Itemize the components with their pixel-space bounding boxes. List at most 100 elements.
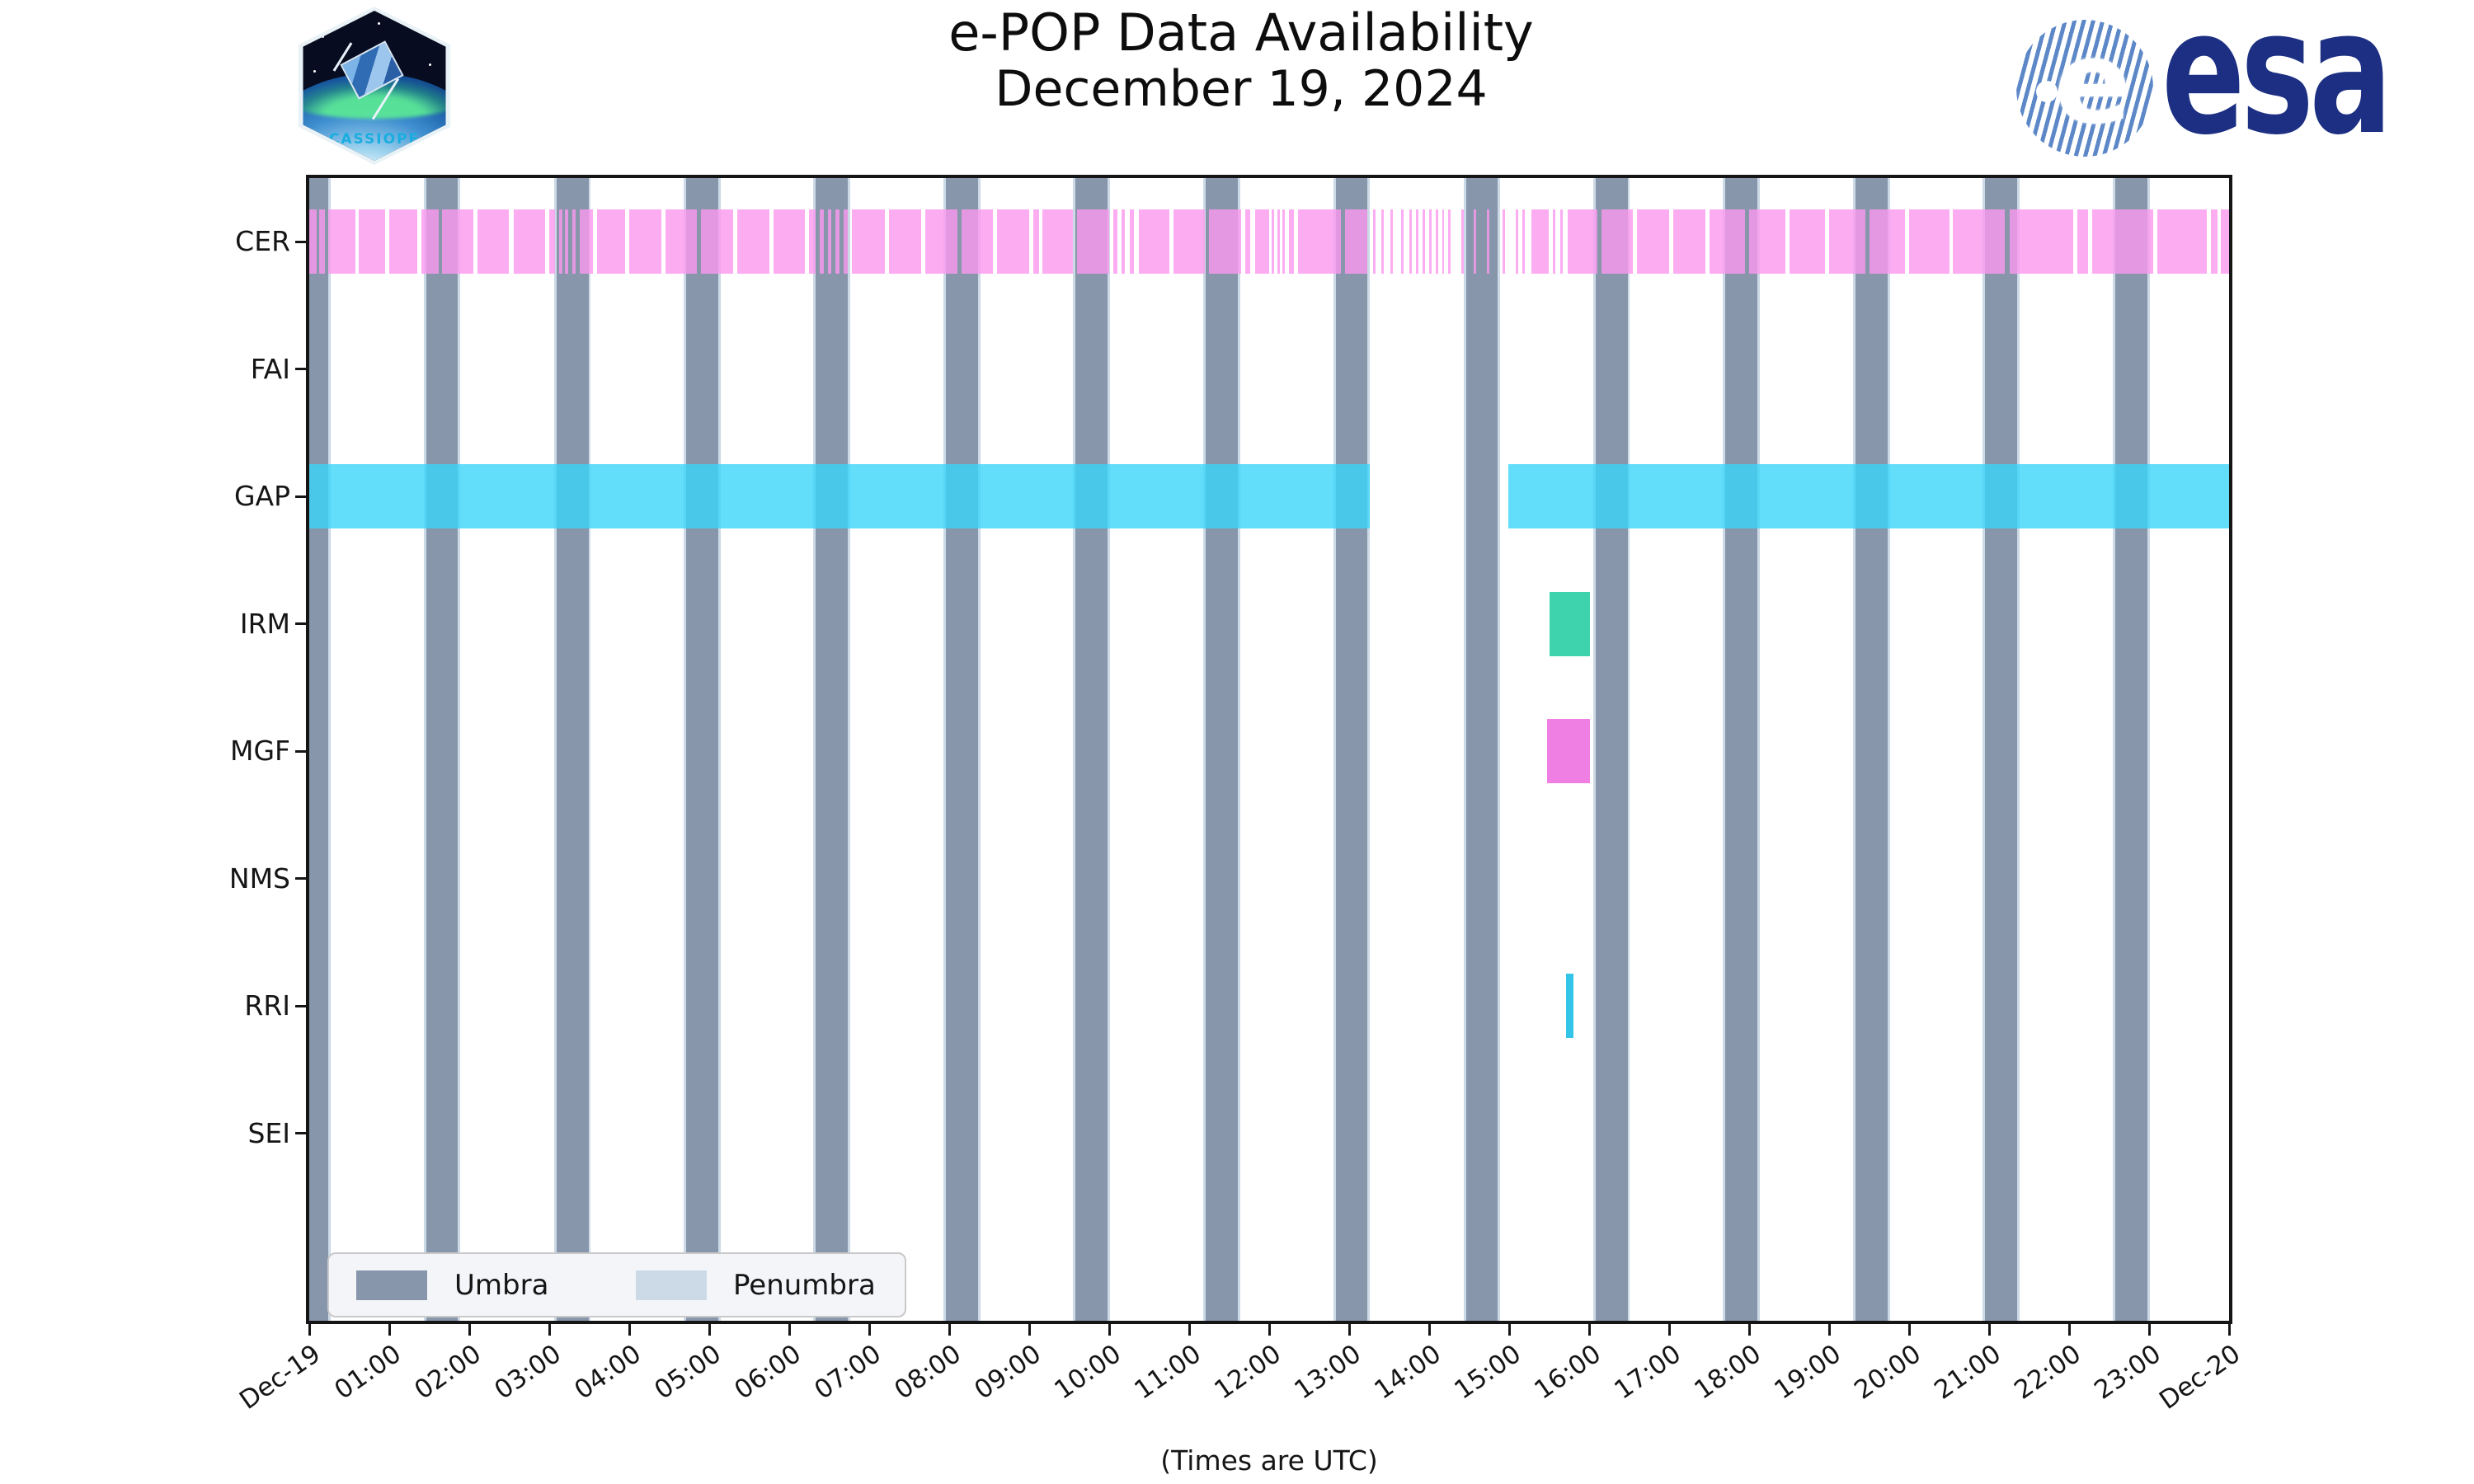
availability-bar-CER	[1637, 209, 1669, 274]
x-tick-label: 09:00	[968, 1339, 1047, 1406]
star-icon	[313, 70, 316, 73]
availability-bar-CER	[1448, 209, 1451, 274]
x-tick	[1108, 1324, 1111, 1336]
x-tick-label: 15:00	[1448, 1339, 1526, 1406]
x-tick-label: 22:00	[2008, 1339, 2086, 1406]
availability-bar-CER	[809, 209, 816, 274]
availability-bar-CER	[2010, 209, 2073, 274]
availability-bar-CER	[1531, 209, 1550, 274]
x-tick	[2067, 1324, 2071, 1336]
x-tick	[628, 1324, 631, 1336]
availability-bar-CER	[1953, 209, 2006, 274]
availability-bar-CER	[565, 209, 569, 274]
availability-bar-CER	[2157, 209, 2207, 274]
x-tick-label: 06:00	[728, 1339, 807, 1406]
x-tick-label: 10:00	[1048, 1339, 1126, 1406]
y-tick-label-GAP: GAP	[233, 480, 290, 512]
y-tick	[295, 622, 307, 625]
availability-bar-CER	[328, 209, 356, 274]
y-tick	[295, 495, 307, 498]
x-tick	[388, 1324, 391, 1336]
umbra-stripe	[946, 178, 978, 1321]
chart-title-line2: December 19, 2024	[995, 60, 1488, 119]
availability-bar-CER	[572, 209, 576, 274]
esa-wordmark: esa	[2161, 0, 2392, 173]
umbra-stripe	[309, 178, 329, 1321]
y-tick-label-IRM: IRM	[239, 607, 290, 640]
x-tick	[708, 1324, 711, 1336]
x-tick-label: 05:00	[648, 1339, 727, 1406]
availability-bar-CER	[1130, 209, 1135, 274]
availability-bar-CER	[851, 209, 886, 274]
availability-bar-CER	[1429, 209, 1432, 274]
x-tick	[868, 1324, 871, 1336]
availability-bar-CER	[1297, 209, 1342, 274]
x-tick-label: 07:00	[808, 1339, 887, 1406]
esa-emblem-letter: e	[2054, 20, 2132, 149]
chart-title: e-POP Data Availability December 19, 202…	[0, 2, 2474, 119]
legend-umbra-label: Umbra	[454, 1269, 549, 1302]
esa-emblem-dot	[2036, 81, 2058, 102]
y-tick-label-CER: CER	[235, 225, 290, 257]
chart-title-line1: e-POP Data Availability	[948, 2, 1534, 63]
availability-bar-CER	[1254, 209, 1269, 274]
x-tick-label: 16:00	[1528, 1339, 1606, 1406]
y-tick-label-RRI: RRI	[244, 989, 290, 1021]
x-tick	[2147, 1324, 2151, 1336]
x-tick-label: 02:00	[408, 1339, 487, 1406]
y-tick	[295, 749, 307, 753]
x-tick-label: 12:00	[1208, 1339, 1286, 1406]
availability-bar-CER	[997, 209, 1029, 274]
legend-penumbra-label: Penumbra	[733, 1269, 876, 1302]
availability-bar-GAP	[309, 464, 1371, 528]
x-tick-label: 03:00	[488, 1339, 567, 1406]
availability-bar-CER	[309, 209, 317, 274]
availability-bar-CER	[1121, 209, 1126, 274]
availability-bar-CER	[1373, 209, 1376, 274]
availability-bar-CER	[579, 209, 594, 274]
availability-bar-CER	[389, 209, 417, 274]
x-tick	[308, 1324, 311, 1336]
umbra-stripe	[1206, 178, 1239, 1321]
x-tick	[1667, 1324, 1671, 1336]
availability-bar-CER	[514, 209, 546, 274]
availability-bar-CER	[558, 209, 562, 274]
availability-bar-CER	[2092, 209, 2153, 274]
availability-bar-CER	[1390, 209, 1394, 274]
availability-bar-CER	[442, 209, 473, 274]
plot-area: Umbra Penumbra	[306, 175, 2232, 1324]
esa-emblem-icon: e	[2016, 20, 2153, 157]
y-tick	[295, 1132, 307, 1134]
x-tick	[1188, 1324, 1191, 1336]
availability-bar-CER	[421, 209, 440, 274]
availability-bar-CER	[835, 209, 840, 274]
availability-bar-CER	[1271, 209, 1274, 274]
availability-bar-CER	[1515, 209, 1518, 274]
y-tick	[295, 1004, 307, 1007]
availability-bar-CER	[1138, 209, 1169, 274]
umbra-stripe	[1856, 178, 1888, 1321]
availability-bar-CER	[1486, 209, 1489, 274]
availability-bar-CER	[1077, 209, 1109, 274]
y-tick	[295, 240, 307, 243]
availability-bar-CER	[2210, 209, 2218, 274]
x-tick	[548, 1324, 551, 1336]
x-tick	[1507, 1324, 1511, 1336]
umbra-stripe	[426, 178, 459, 1321]
y-tick-label-FAI: FAI	[250, 352, 290, 385]
availability-bar-CER	[1460, 209, 1464, 274]
x-tick	[1987, 1324, 1991, 1336]
y-tick-label-SEI: SEI	[247, 1116, 290, 1149]
availability-bar-CER	[1277, 209, 1280, 274]
umbra-stripe	[816, 178, 848, 1321]
x-tick	[2227, 1324, 2231, 1336]
availability-bar-MGF	[1546, 719, 1590, 783]
availability-bar-CER	[1789, 209, 1826, 274]
availability-bar-CER	[1289, 209, 1295, 274]
availability-bar-GAP	[1508, 464, 2229, 528]
y-tick-label-NMS: NMS	[228, 862, 290, 895]
availability-bar-CER	[1416, 209, 1419, 274]
availability-bar-CER	[477, 209, 510, 274]
cassiope-patch-label: CASSIOPE	[328, 131, 421, 148]
